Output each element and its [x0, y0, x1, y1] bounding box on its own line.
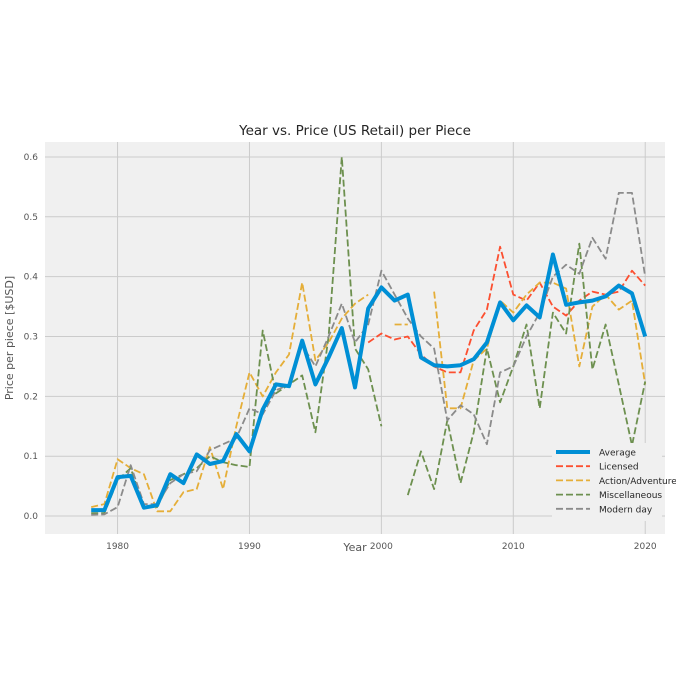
y-tick-label: 0.3	[24, 333, 38, 343]
series-line-modern-day	[91, 192, 647, 516]
series-line-average	[91, 252, 648, 513]
y-tick-label: 0.2	[24, 392, 38, 402]
y-tick-label: 0.0	[24, 512, 39, 522]
legend-label: Modern day	[599, 505, 653, 515]
series-lines	[91, 156, 648, 516]
legend-label: Licensed	[599, 463, 639, 473]
x-tick-label: 2000	[370, 542, 393, 552]
y-axis-label: Price per piece [$USD]	[3, 276, 16, 400]
x-tick-label: 1990	[238, 542, 261, 552]
x-tick-label: 2010	[502, 542, 525, 552]
x-axis-label: Year	[342, 541, 367, 554]
series-line-licensed	[367, 245, 646, 374]
y-tick-label: 0.4	[24, 273, 39, 283]
legend-label: Average	[599, 449, 636, 459]
legend: Average Licensed Action/Adventure Miscellan…	[552, 443, 676, 521]
tick-labels: 1980 1990 2000 2010 2020 0.0 0.1 0.2 0.3 0.4 0.5 0.…	[24, 153, 657, 552]
y-tick-label: 0.5	[24, 213, 38, 223]
y-tick-label: 0.6	[24, 153, 39, 163]
legend-label: Miscellaneous	[599, 491, 662, 501]
chart-title: Year vs. Price (US Retail) per Piece	[238, 123, 471, 139]
series-line-action-adventure	[91, 281, 647, 513]
y-tick-label: 0.1	[24, 452, 38, 462]
x-tick-label: 2020	[634, 542, 657, 552]
legend-label: Action/Adventure	[599, 477, 676, 487]
x-tick-label: 1980	[106, 542, 129, 552]
